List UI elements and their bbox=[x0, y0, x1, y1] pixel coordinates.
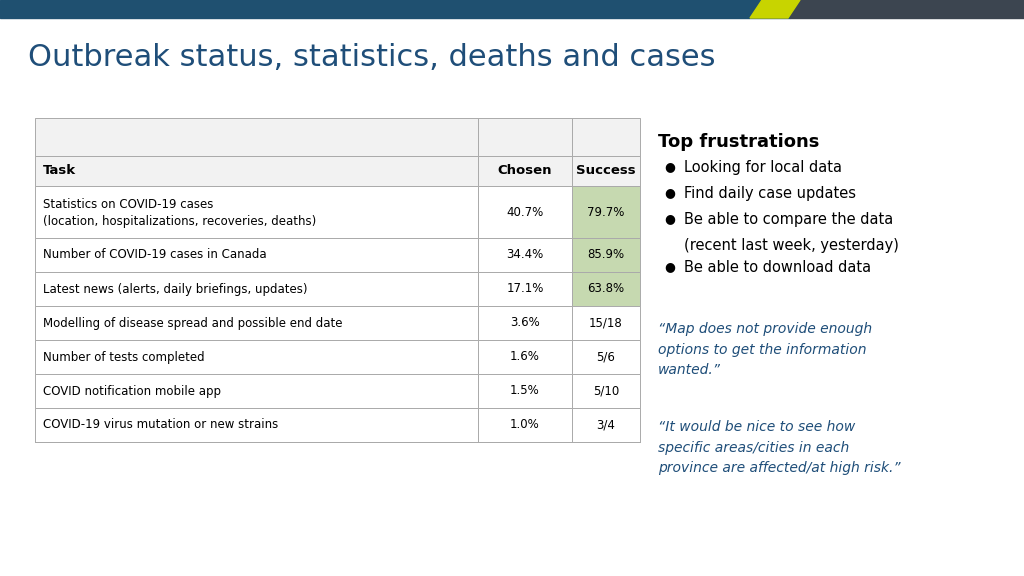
Bar bbox=[790, 0, 1024, 18]
Text: 79.7%: 79.7% bbox=[588, 206, 625, 218]
Bar bbox=[572, 272, 640, 306]
Bar bbox=[478, 118, 572, 156]
Bar bbox=[478, 340, 572, 374]
Bar bbox=[572, 186, 640, 238]
Bar bbox=[572, 374, 640, 408]
Bar bbox=[35, 186, 478, 238]
Text: Top frustrations: Top frustrations bbox=[658, 133, 819, 151]
Bar bbox=[478, 306, 572, 340]
Bar bbox=[478, 374, 572, 408]
Text: 40.7%: 40.7% bbox=[507, 206, 544, 218]
Text: 34.4%: 34.4% bbox=[507, 248, 544, 262]
Bar bbox=[35, 272, 478, 306]
Text: COVID-19 virus mutation or new strains: COVID-19 virus mutation or new strains bbox=[43, 419, 279, 431]
Text: 3/4: 3/4 bbox=[597, 419, 615, 431]
Text: 17.1%: 17.1% bbox=[506, 282, 544, 295]
Text: ●: ● bbox=[664, 160, 675, 173]
Text: Latest news (alerts, daily briefings, updates): Latest news (alerts, daily briefings, up… bbox=[43, 282, 307, 295]
Text: COVID notification mobile app: COVID notification mobile app bbox=[43, 385, 221, 397]
Bar bbox=[572, 156, 640, 186]
Bar bbox=[572, 340, 640, 374]
Polygon shape bbox=[750, 0, 800, 18]
Text: 63.8%: 63.8% bbox=[588, 282, 625, 295]
Bar bbox=[35, 408, 478, 442]
Text: Outbreak status, statistics, deaths and cases: Outbreak status, statistics, deaths and … bbox=[28, 44, 716, 73]
Text: Chosen: Chosen bbox=[498, 165, 552, 177]
Text: 5/10: 5/10 bbox=[593, 385, 620, 397]
Text: Number of tests completed: Number of tests completed bbox=[43, 351, 205, 363]
Text: 85.9%: 85.9% bbox=[588, 248, 625, 262]
Text: 3.6%: 3.6% bbox=[510, 316, 540, 329]
Text: Task: Task bbox=[43, 165, 76, 177]
Bar bbox=[35, 374, 478, 408]
Text: “It would be nice to see how
specific areas/cities in each
province are affected: “It would be nice to see how specific ar… bbox=[658, 420, 901, 475]
Bar bbox=[572, 238, 640, 272]
Bar bbox=[572, 408, 640, 442]
Bar bbox=[478, 156, 572, 186]
Text: Be able to download data: Be able to download data bbox=[684, 260, 871, 275]
Bar bbox=[478, 272, 572, 306]
Text: 1.6%: 1.6% bbox=[510, 351, 540, 363]
Text: ●: ● bbox=[664, 212, 675, 225]
Bar bbox=[572, 306, 640, 340]
Text: Modelling of disease spread and possible end date: Modelling of disease spread and possible… bbox=[43, 316, 342, 329]
Text: Statistics on COVID-19 cases: Statistics on COVID-19 cases bbox=[43, 198, 213, 210]
Text: (location, hospitalizations, recoveries, deaths): (location, hospitalizations, recoveries,… bbox=[43, 214, 316, 228]
Bar bbox=[478, 186, 572, 238]
Bar bbox=[478, 408, 572, 442]
Text: ●: ● bbox=[664, 260, 675, 273]
Text: Success: Success bbox=[577, 165, 636, 177]
Bar bbox=[35, 118, 478, 156]
Text: Looking for local data: Looking for local data bbox=[684, 160, 842, 175]
Text: “Map does not provide enough
options to get the information
wanted.”: “Map does not provide enough options to … bbox=[658, 322, 872, 377]
Bar bbox=[0, 0, 790, 18]
Bar bbox=[35, 340, 478, 374]
Bar bbox=[35, 156, 478, 186]
Bar bbox=[35, 238, 478, 272]
Text: 1.0%: 1.0% bbox=[510, 419, 540, 431]
Text: 5/6: 5/6 bbox=[597, 351, 615, 363]
Text: Number of COVID-19 cases in Canada: Number of COVID-19 cases in Canada bbox=[43, 248, 266, 262]
Bar bbox=[478, 238, 572, 272]
Bar bbox=[35, 306, 478, 340]
Text: 15/18: 15/18 bbox=[589, 316, 623, 329]
Text: ●: ● bbox=[664, 186, 675, 199]
Bar bbox=[572, 118, 640, 156]
Text: 1.5%: 1.5% bbox=[510, 385, 540, 397]
Text: Be able to compare the data: Be able to compare the data bbox=[684, 212, 893, 227]
Text: Find daily case updates: Find daily case updates bbox=[684, 186, 856, 201]
Text: (recent last week, yesterday): (recent last week, yesterday) bbox=[684, 238, 899, 253]
